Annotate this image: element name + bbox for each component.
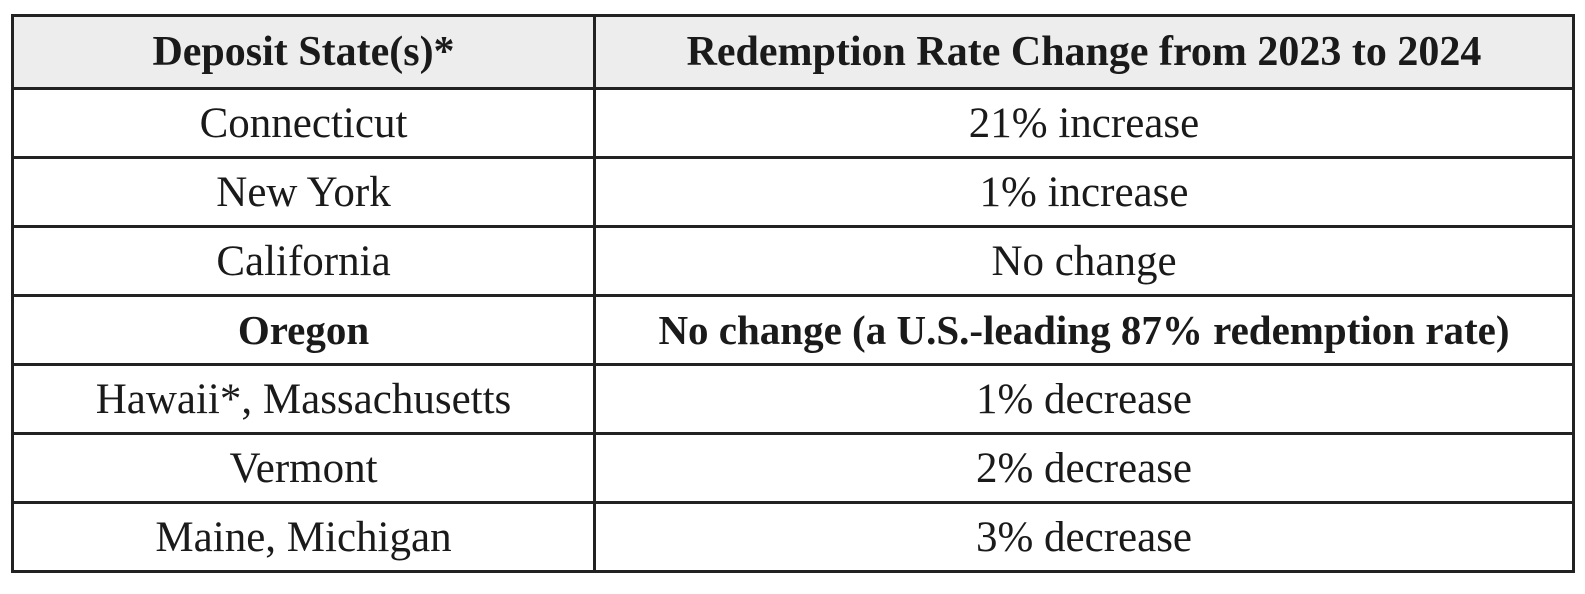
change-cell: 21% increase [593,87,1575,159]
table-header: Deposit State(s)* Redemption Rate Change… [11,14,1575,90]
table-row: Oregon No change (a U.S.-leading 87% red… [11,294,1575,366]
state-cell: California [11,225,596,297]
table-row: California No change [11,225,1575,297]
table-row: Maine, Michigan 3% decrease [11,501,1575,573]
table-row: Vermont 2% decrease [11,432,1575,504]
state-cell: Oregon [11,294,596,366]
table-row: Connecticut 21% increase [11,87,1575,159]
state-cell: Maine, Michigan [11,501,596,573]
column-header-rate-change: Redemption Rate Change from 2023 to 2024 [593,14,1575,90]
state-cell: New York [11,156,596,228]
table-row: New York 1% increase [11,156,1575,228]
state-cell: Vermont [11,432,596,504]
table-body: Connecticut 21% increase New York 1% inc… [11,87,1575,573]
change-cell: 3% decrease [593,501,1575,573]
state-cell: Connecticut [11,87,596,159]
state-cell: Hawaii*, Massachusetts [11,363,596,435]
header-row: Deposit State(s)* Redemption Rate Change… [11,14,1575,90]
change-cell: 2% decrease [593,432,1575,504]
change-cell: No change [593,225,1575,297]
redemption-rate-table: Deposit State(s)* Redemption Rate Change… [11,14,1575,573]
redemption-rate-table-container: Deposit State(s)* Redemption Rate Change… [11,14,1575,573]
change-cell: 1% increase [593,156,1575,228]
change-cell: 1% decrease [593,363,1575,435]
column-header-deposit-states: Deposit State(s)* [11,14,596,90]
table-row: Hawaii*, Massachusetts 1% decrease [11,363,1575,435]
change-cell: No change (a U.S.-leading 87% redemption… [593,294,1575,366]
